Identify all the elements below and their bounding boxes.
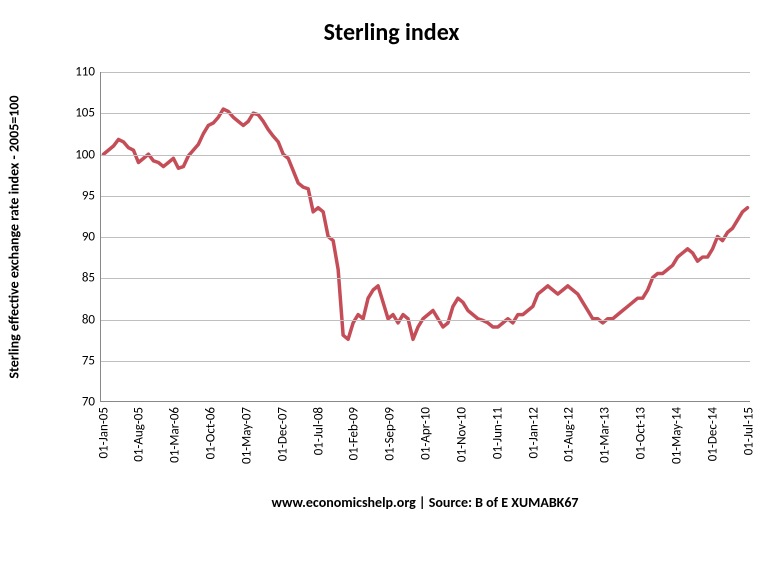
y-tick-label: 90: [82, 230, 95, 245]
x-tick-label: 01-Oct-13: [634, 407, 649, 459]
x-tick-label: 01-May-07: [239, 407, 254, 464]
x-tick-label: 01-Nov-10: [454, 407, 469, 462]
gridline: [101, 113, 750, 114]
x-tick-label: 01-Jul-08: [311, 407, 326, 455]
gridline: [101, 237, 750, 238]
gridline: [101, 196, 750, 197]
y-tick-label: 80: [82, 312, 95, 327]
y-tick-label: 75: [82, 353, 95, 368]
x-tick-label: 01-Dec-14: [705, 407, 720, 461]
chart-caption: www.economicshelp.org | Source: B of E X…: [100, 494, 750, 511]
x-tick-label: 01-Feb-09: [347, 407, 362, 460]
y-tick-label: 70: [82, 395, 95, 410]
x-tick-label: 01-Apr-10: [419, 407, 434, 460]
chart-title: Sterling index: [0, 18, 783, 47]
plot-area: 70758085909510010511001-Jan-0501-Aug-050…: [100, 72, 750, 402]
chart-container: Sterling index Sterling effective exchan…: [0, 0, 783, 565]
x-tick-label: 01-May-14: [669, 407, 684, 464]
x-tick-label: 01-Aug-05: [132, 407, 147, 462]
y-tick-label: 105: [75, 106, 95, 121]
x-tick-label: 01-Aug-12: [562, 407, 577, 462]
sterling-index-line: [103, 109, 747, 339]
x-tick-label: 01-Jan-05: [96, 407, 111, 459]
gridline: [101, 361, 750, 362]
y-tick-label: 100: [75, 147, 95, 162]
y-axis-title: Sterling effective exchange rate index -…: [6, 72, 23, 402]
x-tick-label: 01-Dec-07: [275, 407, 290, 461]
gridline: [101, 320, 750, 321]
gridline: [101, 278, 750, 279]
x-tick-label: 01-Oct-06: [204, 407, 219, 459]
x-tick-label: 01-Sep-09: [383, 407, 398, 461]
y-tick-label: 95: [82, 188, 95, 203]
x-tick-label: 01-Jun-11: [490, 407, 505, 459]
x-tick-label: 01-Jan-12: [526, 407, 541, 459]
x-tick-label: 01-Jul-15: [741, 407, 756, 455]
gridline: [101, 72, 750, 73]
x-tick-label: 01-Mar-06: [168, 407, 183, 463]
y-tick-label: 110: [75, 65, 95, 80]
gridline: [101, 155, 750, 156]
x-tick-label: 01-Mar-13: [598, 407, 613, 463]
y-tick-label: 85: [82, 271, 95, 286]
